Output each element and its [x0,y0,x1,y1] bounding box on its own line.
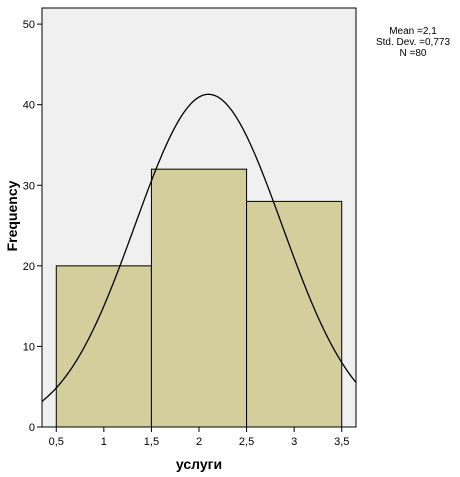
stats-box: Mean =2,1 Std. Dev. =0,773 N =80 [376,26,450,59]
y-tick-label: 30 [23,180,35,192]
x-tick-label: 0,5 [49,436,64,448]
normal-curve [41,93,357,402]
stats-std-dev: Std. Dev. =0,773 [376,37,450,48]
y-tick-label: 50 [23,19,35,31]
y-tick-label: 20 [23,261,35,273]
histogram-bars [55,168,343,428]
normal-curve-layer [41,93,357,402]
histogram-bar-2 [150,168,248,428]
x-tick-label: 2,5 [239,436,254,448]
stats-n: N =80 [400,48,427,59]
histogram-bar-3 [246,200,343,428]
y-tick-label: 40 [23,100,35,112]
x-tick-label: 3 [291,436,297,448]
stats-mean: Mean =2,1 [389,26,437,37]
x-axis: 0,5 1 1,5 2 2,5 3 3,5 [49,427,349,448]
x-tick-label: 2 [196,436,202,448]
x-tick-label: 1 [101,436,107,448]
x-axis-title: услуги [176,456,222,472]
y-axis: 0 10 20 30 40 50 [23,19,42,434]
x-tick-label: 3,5 [334,436,349,448]
y-tick-label: 10 [23,341,35,353]
x-tick-label: 1,5 [144,436,159,448]
histogram-bar-1 [55,265,152,428]
y-tick-label: 0 [29,422,35,434]
y-axis-title: Frequency [4,180,20,251]
